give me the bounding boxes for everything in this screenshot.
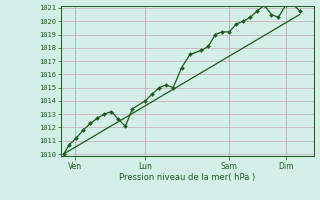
X-axis label: Pression niveau de la mer( hPa ): Pression niveau de la mer( hPa ) [119,173,255,182]
